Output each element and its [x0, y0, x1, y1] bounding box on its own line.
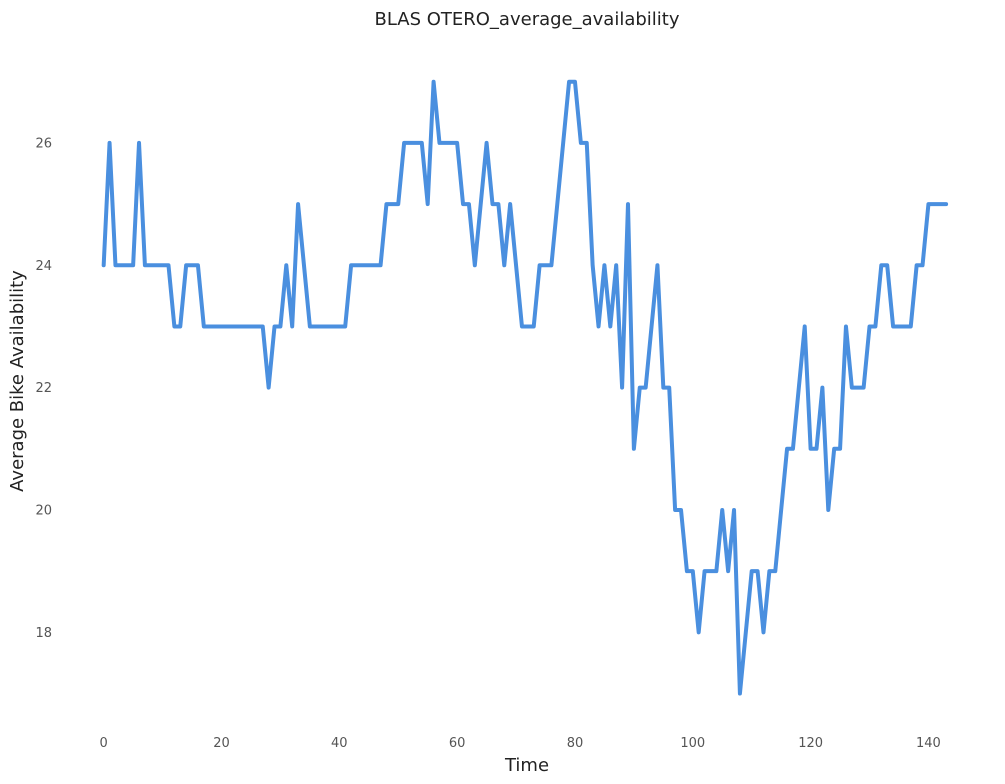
y-tick-label: 26: [35, 136, 52, 151]
x-tick-label: 100: [680, 736, 705, 751]
x-tick-label: 60: [449, 736, 466, 751]
x-axis-label: Time: [504, 755, 549, 776]
chart-title: BLAS OTERO_average_availability: [374, 9, 679, 30]
x-tick-label: 20: [213, 736, 230, 751]
series-layer: [101, 79, 949, 696]
y-tick-label: 22: [35, 381, 52, 396]
x-tick-label: 80: [567, 736, 584, 751]
y-tick-label: 18: [35, 626, 52, 641]
y-axis-ticks: 18 20 22 24 26: [35, 136, 52, 640]
y-tick-label: 24: [35, 259, 52, 274]
y-tick-label: 20: [35, 503, 52, 518]
x-tick-label: 40: [331, 736, 348, 751]
x-axis-ticks: 0 20 40 60 80 100 120 140: [100, 736, 941, 751]
x-tick-label: 0: [100, 736, 108, 751]
x-tick-label: 140: [916, 736, 941, 751]
series-line-0: [101, 79, 949, 696]
x-tick-label: 120: [798, 736, 823, 751]
y-axis-label: Average Bike Availability: [7, 270, 28, 492]
